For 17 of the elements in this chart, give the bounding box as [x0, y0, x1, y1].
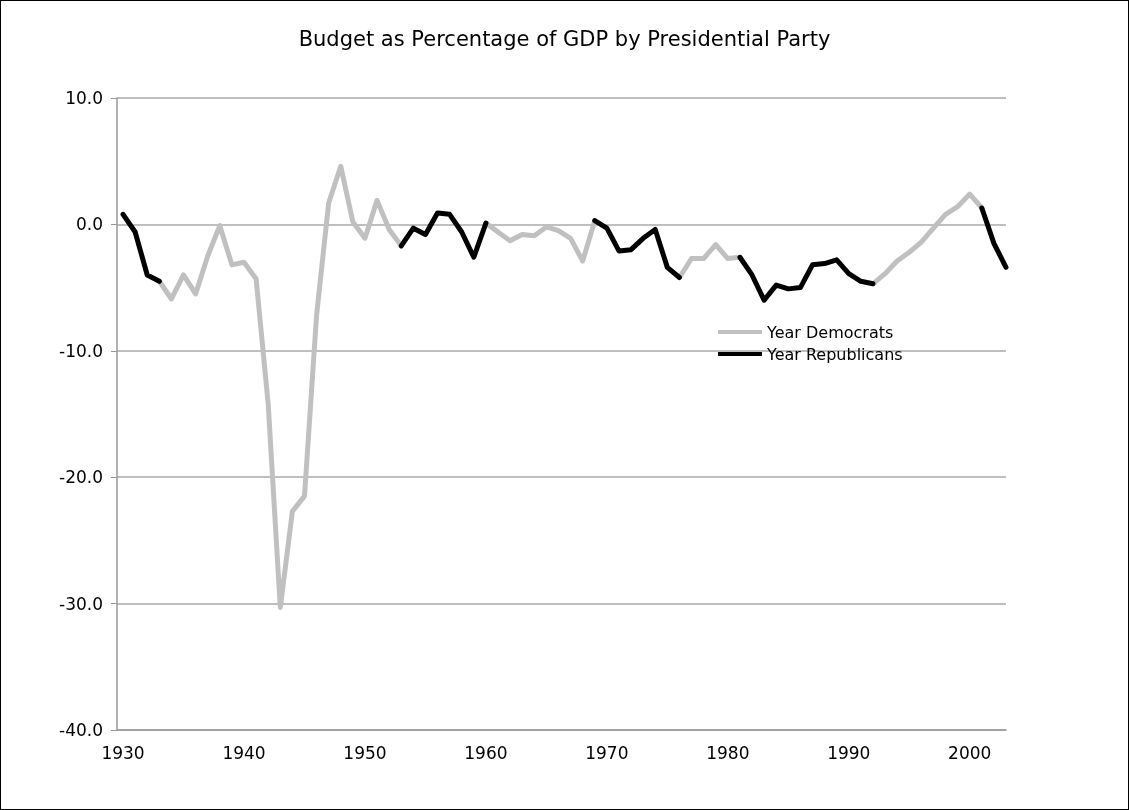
x-tick-label: 1940 [222, 742, 266, 763]
x-tick-label: 2000 [948, 742, 992, 763]
y-tick-label: -30.0 [59, 593, 103, 614]
chart-title: Budget as Percentage of GDP by Presidential Party [298, 26, 831, 51]
y-tick-label: 10.0 [65, 88, 103, 108]
x-tick-label: 1980 [706, 742, 750, 763]
x-tick-label: 1960 [464, 742, 508, 763]
y-tick-label: -20.0 [59, 467, 103, 488]
x-tick-label: 1970 [585, 742, 629, 763]
legend-label: Year Democrats [766, 322, 894, 342]
y-tick-label: -40.0 [59, 720, 103, 740]
x-tick-label: 1990 [827, 742, 871, 763]
y-tick-label: -10.0 [59, 340, 103, 361]
x-tick-label: 1930 [101, 742, 145, 763]
x-tick-label: 1950 [343, 742, 387, 763]
y-tick-label: 0.0 [75, 214, 103, 235]
legend-label: Year Republicans [766, 344, 903, 364]
